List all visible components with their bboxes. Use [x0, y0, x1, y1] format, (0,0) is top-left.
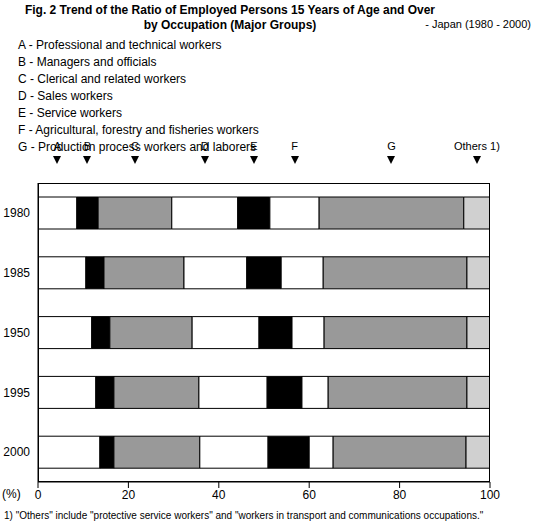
html-text:B: B: [83, 140, 92, 152]
svg-text:2000: 2000: [8, 445, 30, 459]
html-text:G: G: [387, 140, 396, 152]
html-text:F - Agricultural, forestry and: F - Agricultural, forestry and fisheries…: [18, 123, 259, 137]
html-text:C: C: [131, 140, 139, 152]
html-text:Fig. 2 Trend of the Ratio of E: Fig. 2 Trend of the Ratio of Employed Pe…: [24, 3, 435, 32]
html-text:C - Clerical and related worke: C - Clerical and related workers: [18, 72, 187, 86]
svg-text:40: 40: [212, 488, 226, 502]
svg-text:1995: 1995: [8, 386, 30, 400]
svg-text:1980: 1980: [8, 206, 30, 220]
html-text:B - Managers and officials: B - Managers and officials: [18, 55, 157, 69]
html-text:D: D: [200, 140, 209, 152]
svg-text:1950: 1950: [8, 326, 30, 340]
svg-text:80: 80: [393, 488, 407, 502]
html-text:G - Production process workers: G - Production process workers and labor…: [18, 140, 257, 154]
svg-text:60: 60: [303, 488, 317, 502]
html-text:Others 1): Others 1): [454, 140, 500, 152]
svg-text:0: 0: [35, 488, 42, 502]
html-text:E - Service workers: E - Service workers: [18, 106, 122, 120]
html-text:A: A: [53, 140, 62, 152]
svg-text:100: 100: [480, 488, 500, 502]
html-text:E: E: [250, 140, 258, 152]
html-text:1) "Others" include "protectiv: 1) "Others" include "protective service …: [4, 510, 484, 521]
html-text:D - Sales workers: D - Sales workers: [18, 89, 113, 103]
svg-text:20: 20: [122, 488, 136, 502]
html-text:F: F: [291, 140, 298, 152]
html-text:A - Professional and technical: A - Professional and technical workers: [18, 38, 222, 52]
svg-text:1985: 1985: [8, 266, 30, 280]
html-text:- Japan (1980 - 2000): - Japan (1980 - 2000): [425, 18, 531, 30]
